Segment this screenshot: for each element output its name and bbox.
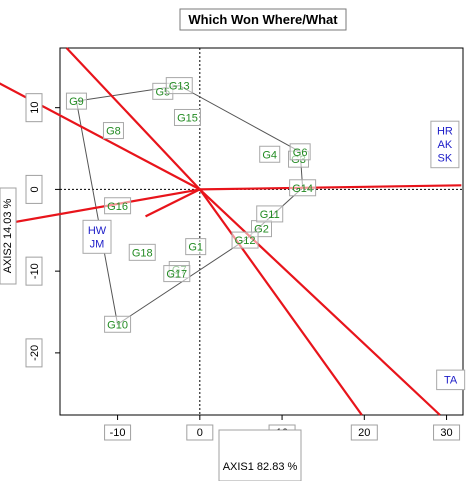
environment-label: AK — [438, 139, 453, 151]
genotype-label-box — [104, 315, 132, 333]
y-tick-label: 10 — [29, 102, 41, 114]
sector-ray — [0, 82, 201, 191]
x-tick-label: -10 — [110, 427, 126, 439]
environment-label: SK — [438, 153, 453, 165]
genotype-label: G1 — [188, 242, 203, 254]
x-tick-box — [186, 424, 214, 441]
genotype-label-box — [185, 238, 207, 256]
genotype-label-box — [65, 92, 87, 110]
x-tick-label: 0 — [197, 427, 203, 439]
y-tick-box — [25, 338, 43, 368]
genotype-label: G17 — [166, 269, 187, 281]
genotype-label-box — [163, 265, 191, 283]
y-axis-label-box — [0, 187, 17, 285]
y-tick-box — [25, 174, 43, 204]
x-tick-box — [433, 424, 461, 441]
x-axis-label: AXIS1 82.83 % — [223, 461, 298, 473]
plot-area — [59, 47, 464, 416]
genotype-label: G9 — [69, 96, 84, 108]
genotype-label: G6 — [293, 147, 308, 159]
genotype-label-box — [256, 205, 284, 223]
x-tick-label: 20 — [358, 427, 370, 439]
sector-ray — [65, 47, 201, 191]
environment-label: HR — [437, 126, 453, 138]
genotype-label: G16 — [107, 201, 128, 213]
y-tick-label: 0 — [29, 186, 41, 192]
sector-rays — [0, 47, 462, 416]
x-tick-box — [350, 424, 378, 441]
y-tick-box — [25, 93, 43, 123]
environment-label: JM — [90, 238, 105, 250]
sector-ray — [199, 184, 462, 191]
x-tick-box — [104, 424, 132, 441]
y-tick-label: -10 — [29, 263, 41, 279]
title-box — [179, 8, 347, 31]
y-axis-ticks: -20 -10 0 10 — [25, 93, 60, 368]
genotype-label: G4 — [262, 149, 277, 161]
environment-label: HW — [88, 225, 107, 237]
genotype-label-box — [289, 143, 311, 161]
genotype-markers: G1G2G3G4G5G6G7G8G9G10G11G12G13G14G15G16G… — [65, 77, 317, 333]
sector-ray — [199, 188, 441, 416]
genotype-label: G10 — [107, 319, 128, 331]
genotype-label-box — [165, 77, 193, 95]
sector-ray — [198, 188, 363, 416]
x-tick-label: 30 — [440, 427, 452, 439]
y-tick-box — [25, 256, 43, 286]
genotype-label: G15 — [177, 112, 198, 124]
y-axis-label: AXIS2 14.03 % — [2, 198, 14, 273]
genotype-label: G12 — [235, 235, 256, 247]
environment-label-box — [430, 120, 460, 169]
genotype-label: G13 — [169, 81, 190, 93]
environment-label-box — [436, 369, 466, 391]
genotype-label-box — [173, 108, 201, 126]
environment-label: TA — [444, 375, 458, 387]
genotype-label-box — [259, 145, 281, 163]
x-axis-label-box — [218, 429, 302, 481]
genotype-label-box — [104, 197, 132, 215]
genotype-label-box — [231, 231, 259, 249]
sector-ray — [145, 188, 201, 218]
genotype-label-box — [289, 179, 317, 197]
genotype-label: G14 — [292, 183, 313, 195]
genotype-label: G18 — [132, 247, 153, 259]
genotype-label-box — [128, 243, 156, 261]
genotype-label-box — [102, 122, 124, 140]
environment-label-box — [82, 219, 112, 254]
y-tick-label: -20 — [29, 345, 41, 361]
genotype-label: G8 — [106, 126, 121, 138]
genotype-label: G11 — [260, 209, 280, 221]
chart-title: Which Won Where/What — [188, 12, 338, 27]
